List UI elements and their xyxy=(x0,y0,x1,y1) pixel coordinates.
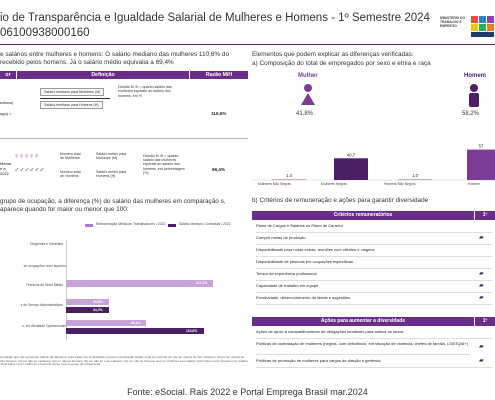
footnote-text: ocupação que não apresente cálculo da di… xyxy=(0,355,248,367)
row1-women-median: Salário mediano para Mulheres (M) xyxy=(40,88,105,96)
criteria-row: Proatividade, desenvolvimento de ideias … xyxy=(256,295,492,305)
check-icon: ▰ xyxy=(479,358,484,364)
check-icon: ▰ xyxy=(479,271,484,277)
row1-ratio-value: 110,6% xyxy=(211,111,227,116)
source-footer: Fonte: eSocial. Rais 2022 e Portal Empre… xyxy=(127,387,368,397)
company-cnpj: 06100938000160 xyxy=(0,27,90,39)
criteria-header-col: 1º xyxy=(475,211,495,220)
bar-adm-remuneration xyxy=(66,299,109,305)
legend-swatch-remuneration xyxy=(85,224,93,227)
bar-op-salary xyxy=(66,328,204,334)
actions-header: Ações para aumentar a diversidade xyxy=(252,317,474,326)
row1-label: ediano) xyxy=(0,100,14,105)
legend-remuneration: Remuneração Média de Trabalhadores • 202… xyxy=(96,222,166,226)
category-women-nonblack: Mulheres Não Negras xyxy=(258,182,291,186)
criteria-row: Capacidade de trabalho em equipe xyxy=(256,283,492,293)
row2-sublabel-1: e a xyxy=(0,166,6,171)
criteria-row: Tempo de experiência profissional xyxy=(256,271,492,281)
row2-ratio-value: 69,4% xyxy=(212,167,226,172)
men-percentage: 58,2% xyxy=(462,111,480,117)
composition-bar xyxy=(272,179,306,180)
action-row: Ações de apoio a compartilhamento de obr… xyxy=(256,329,492,339)
composition-bar xyxy=(334,158,368,180)
row2-explanation: Divisão M /H = quanto salário das mulher… xyxy=(143,154,185,175)
row1-fraction-line xyxy=(40,98,110,99)
ministry-logo-icon xyxy=(471,16,494,37)
occupation-group-text: grupo de ocupação, a diferença (%) do sa… xyxy=(0,198,226,214)
row2-men-count: Número total de Homens xyxy=(60,170,81,179)
women-figures-icon: ♀♀♀♀♀ xyxy=(14,151,39,160)
criteria-title: b) Critérios de remuneração e ações para… xyxy=(252,197,429,204)
men-figures-icon: ♂♂♂♂♂♂ xyxy=(14,165,44,174)
composition-bar xyxy=(398,179,432,180)
action-row: Políticas de contratação de mulheres (ne… xyxy=(256,341,470,355)
man-icon xyxy=(469,84,479,107)
check-icon: ▰ xyxy=(479,235,484,241)
criteria-row: Disponibilidade de pessoas em ocupações … xyxy=(256,259,492,269)
occupation-label-superior: en ocupações nível superior xyxy=(23,264,66,268)
criteria-row: Cumprir metas de produção xyxy=(256,235,492,245)
check-icon: ▰ xyxy=(479,295,484,301)
row2-label: Média xyxy=(0,161,11,166)
row2-women-salary: Salário médio para Mulheres (M) xyxy=(96,152,127,161)
composition-bar-chart: 1,0 40,7 1,0 57 xyxy=(252,144,495,181)
bar-adm-salary xyxy=(66,307,109,313)
row1-explanation: Divisão M /H = quanto salário das mulher… xyxy=(118,85,172,98)
occupation-label-tecnicos: Técnicos de Nível Médio xyxy=(25,283,63,287)
category-men-nonblack: Homens Não Negros xyxy=(384,182,416,186)
criteria-row: Plano de Cargos e Salários ou Plano de C… xyxy=(256,223,492,233)
women-percentage: 41,8% xyxy=(296,111,314,117)
check-icon: ▰ xyxy=(479,344,484,350)
composition-value-label: 1,0 xyxy=(412,173,418,178)
actions-header-col: 1º xyxy=(475,317,495,326)
composition-value-label: 57 xyxy=(479,144,484,149)
legend-swatch-salary xyxy=(168,224,176,227)
value-op-remuneration: 80,1% xyxy=(131,321,141,325)
value-adm-salary: 34,2% xyxy=(93,308,103,312)
table-header-ratio: Razão M/H xyxy=(190,71,248,79)
value-op-salary: 110,6% xyxy=(186,329,198,333)
legend-salary: Salário Mediano Contratual • 2022 xyxy=(179,222,231,226)
category-women-black: Mulheres Negras xyxy=(321,182,347,186)
salary-intro-text: e salários entre mulheres e homens: O sa… xyxy=(0,51,230,67)
row1-sublabel: ago) = xyxy=(0,111,12,116)
row1-men-median: Salário mediano para Homens (H) xyxy=(40,101,103,109)
occupation-label-dirigentes: Dirigentes e Gerentes xyxy=(30,242,63,246)
row2-sublabel-2: 2022 xyxy=(0,171,9,176)
value-tecnicos: 117,2% xyxy=(196,281,208,285)
ministry-logo-text: MINISTÉRIO DO TRABALHO E EMPREGO xyxy=(440,16,466,28)
row2-men-salary: Salário médio para Homens (H) xyxy=(96,170,127,179)
men-label: Homem xyxy=(464,73,487,79)
women-label: Mulher xyxy=(298,73,318,79)
report-title: io de Transparência e Igualdade Salarial… xyxy=(0,12,430,24)
bar-op-remuneration xyxy=(66,320,146,326)
table-header-definition: Definição xyxy=(17,71,189,79)
woman-icon xyxy=(301,84,315,105)
composition-bar xyxy=(467,149,495,180)
value-adm-remuneration: 34,8% xyxy=(93,300,103,304)
bar-tecnicos-remuneration xyxy=(66,280,213,287)
table-header-indicator: or xyxy=(0,71,16,79)
criteria-header: Critérios remuneratórios xyxy=(252,211,474,220)
composition-value-label: 1,0 xyxy=(286,173,292,178)
occupation-label-administrativos: s de Serviço Administrativos xyxy=(20,303,63,307)
row2-women-count: Número total de Mulheres xyxy=(60,152,81,161)
bar-axis-line xyxy=(66,240,67,340)
category-men: Homem xyxy=(468,182,480,186)
row-separator xyxy=(0,138,248,139)
header-divider xyxy=(0,44,495,45)
action-row: Políticas de promoção de mulheres para c… xyxy=(256,358,492,368)
check-icon: ▰ xyxy=(479,283,484,289)
composition-value-label: 40,7 xyxy=(347,152,356,157)
criteria-row: Disponibilidade para horas extras, reuni… xyxy=(256,247,492,257)
composition-title: a) Composição do total de empregados por… xyxy=(252,60,431,67)
explain-intro: Elementos que podem explicar as diferenç… xyxy=(252,51,414,58)
occupation-label-operacionais: s, em Atividade Operacionais xyxy=(22,324,66,328)
